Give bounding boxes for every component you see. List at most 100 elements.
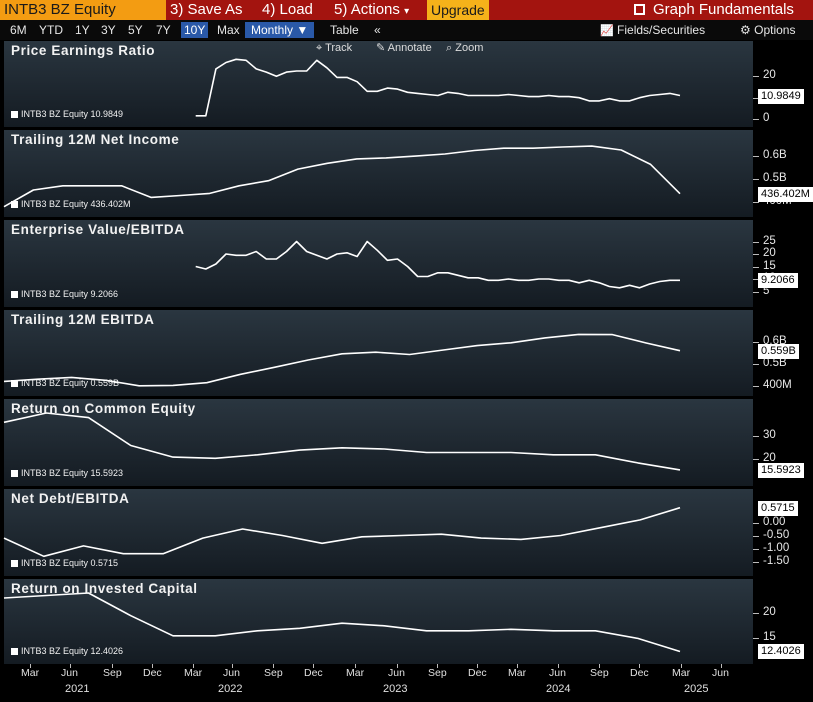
table-button[interactable]: Table: [330, 23, 359, 37]
period-max[interactable]: Max: [217, 23, 240, 37]
x-month-label: Mar: [184, 667, 203, 679]
tick-label: 0.6B: [763, 148, 787, 161]
x-month-label: Sep: [428, 667, 447, 679]
panel-5[interactable]: Net Debt/EBITDA INTB3 BZ Equity 0.5715: [3, 489, 753, 576]
last-value-badge: 12.4026: [758, 644, 804, 660]
period-ytd[interactable]: YTD: [39, 23, 63, 37]
tick-label: 5: [763, 284, 770, 297]
period-1y[interactable]: 1Y: [75, 23, 90, 37]
legend-swatch: [11, 560, 18, 568]
x-year-label: 2023: [383, 683, 408, 695]
last-value-badge: 0.5715: [758, 500, 798, 516]
tick-mark: [753, 178, 759, 180]
load-shortcut: 4): [262, 1, 276, 18]
last-value-badge: 436.402M: [758, 186, 813, 202]
options-label: Options: [754, 23, 796, 37]
tick-mark: [753, 155, 759, 157]
track-button[interactable]: ⌖ Track: [316, 41, 352, 55]
tick-label: -1.50: [763, 554, 790, 567]
collapse-button[interactable]: «: [374, 23, 381, 37]
series-line-svg: [3, 506, 681, 558]
panel-legend: INTB3 BZ Equity 15.5923: [11, 468, 123, 478]
tick-mark: [753, 459, 759, 461]
graph-fundamentals-label: Graph Fundamentals: [653, 1, 794, 18]
panel-1[interactable]: Trailing 12M Net Income INTB3 BZ Equity 4…: [3, 130, 753, 217]
series-line: [3, 506, 681, 558]
x-month-label: Jun: [223, 667, 240, 679]
last-value-badge: 0.559B: [758, 343, 799, 359]
x-month-label: Dec: [304, 667, 323, 679]
tick-mark: [753, 202, 759, 204]
tick-label: 25: [763, 234, 776, 247]
save-as-button[interactable]: 3) Save As: [170, 0, 243, 20]
tick-label: 20: [763, 247, 776, 259]
panel-title: Trailing 12M Net Income: [11, 132, 180, 147]
zoom-button[interactable]: ⌕ Zoom: [446, 41, 483, 55]
y-axis: 30 20 15.5923: [753, 399, 813, 486]
x-tick-mark: [599, 664, 600, 668]
tick-mark: [753, 613, 759, 615]
panel-3[interactable]: Trailing 12M EBITDA INTB3 BZ Equity 0.559…: [3, 310, 753, 396]
tick-mark: [753, 279, 759, 280]
external-link-icon: [634, 4, 645, 15]
period-7y[interactable]: 7Y: [156, 23, 171, 37]
period-10y[interactable]: 10Y: [181, 22, 209, 38]
x-year-label: 2024: [546, 683, 571, 695]
x-month-label: Sep: [264, 667, 283, 679]
x-tick-mark: [639, 664, 640, 668]
panel-0[interactable]: Price Earnings Ratio INTB3 BZ Equity 10.9…: [4, 41, 753, 127]
options-bar: 6M YTD 1Y 3Y 5Y 7Y 10Y Max Monthly ▼ Table « 📈 …: [0, 20, 813, 40]
tick-label: 30: [763, 429, 776, 442]
actions-shortcut: 5): [334, 1, 348, 18]
tick-label: 0: [763, 112, 770, 124]
last-value-badge: 15.5923: [758, 462, 804, 478]
tick-mark: [753, 385, 759, 387]
annotate-button[interactable]: ✎ Annotate: [376, 41, 432, 55]
options-button[interactable]: ⚙ Options: [740, 22, 795, 38]
panel-2[interactable]: Enterprise Value/EBITDA INTB3 BZ Equity 9…: [4, 220, 753, 307]
graph-fundamentals-button[interactable]: Graph Fundamentals: [634, 0, 794, 20]
fields-securities-button[interactable]: 📈 Fields/Securities: [600, 22, 705, 38]
panel-4[interactable]: Return on Common Equity INTB3 BZ Equity 1…: [3, 399, 753, 486]
tick-label: 15: [763, 259, 776, 272]
period-6m[interactable]: 6M: [10, 23, 27, 37]
ticker-field[interactable]: INTB3 BZ Equity: [0, 0, 166, 20]
x-month-label: Jun: [712, 667, 729, 679]
x-tick-mark: [30, 664, 31, 668]
panel-legend: INTB3 BZ Equity 10.9849: [11, 109, 123, 119]
annotate-label: Annotate: [387, 42, 432, 54]
series-line-svg: [3, 145, 681, 208]
y-axis: 0.00 -0.50 -1.00 -1.50 0.5715: [753, 489, 813, 576]
actions-button[interactable]: 5) Actions ▾: [334, 0, 409, 20]
save-as-shortcut: 3): [170, 1, 184, 18]
last-value-badge: 10.9849: [758, 88, 804, 104]
upgrade-button[interactable]: Upgrade: [427, 0, 489, 20]
x-month-label: Jun: [388, 667, 405, 679]
tick-label: -0.50: [763, 528, 790, 541]
legend-swatch: [11, 648, 18, 656]
zoom-label: Zoom: [455, 42, 484, 54]
series-line: [195, 240, 680, 289]
frequency-dropdown[interactable]: Monthly ▼: [245, 22, 315, 38]
period-5y[interactable]: 5Y: [128, 23, 143, 37]
x-year-label: 2022: [218, 683, 243, 695]
x-tick-mark: [437, 664, 438, 668]
x-tick-mark: [112, 664, 113, 668]
tick-mark: [753, 119, 759, 120]
tick-mark: [753, 436, 759, 438]
gear-icon: ⚙: [740, 23, 751, 37]
panel-legend: INTB3 BZ Equity 0.559B: [11, 378, 119, 388]
legend-label: INTB3 BZ Equity 12.4026: [21, 646, 124, 656]
tick-mark: [753, 522, 759, 524]
load-button[interactable]: 4) Load: [262, 0, 313, 20]
track-label: Track: [325, 42, 353, 54]
load-label: Load: [279, 1, 313, 18]
tick-label: 20: [763, 606, 776, 619]
tick-mark: [753, 638, 759, 640]
series-line: [3, 333, 681, 387]
panel-6[interactable]: Return on Invested Capital INTB3 BZ Equit…: [3, 579, 753, 664]
period-3y[interactable]: 3Y: [101, 23, 116, 37]
x-tick-mark: [152, 664, 153, 668]
x-axis: Mar Jun Sep Dec Mar Jun Sep Dec Mar Jun Sep Dec Mar J…: [0, 664, 813, 702]
y-axis: 2010010.9849: [753, 41, 813, 127]
